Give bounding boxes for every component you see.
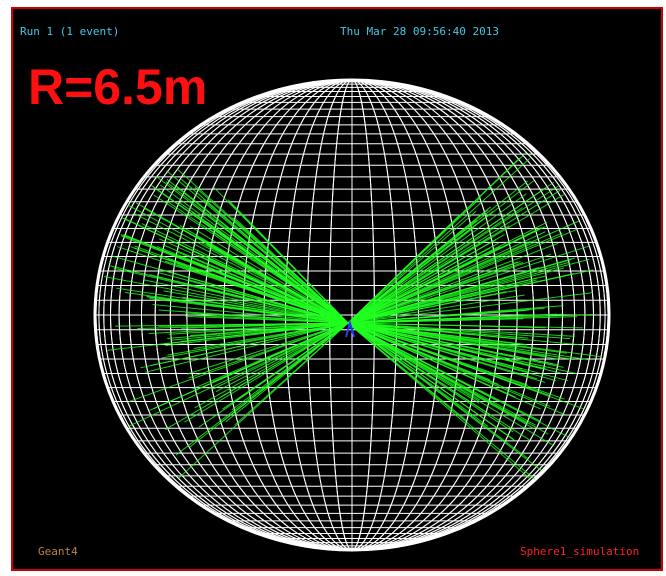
track — [347, 210, 477, 324]
track — [189, 322, 349, 337]
track — [222, 322, 349, 410]
track — [347, 322, 514, 433]
track — [347, 322, 515, 339]
track — [347, 247, 491, 324]
track — [140, 322, 349, 369]
track — [159, 268, 349, 324]
track — [347, 322, 542, 422]
track — [166, 170, 349, 324]
run-label: Run 1 (1 event) — [20, 25, 119, 38]
track — [153, 194, 349, 324]
track — [347, 322, 535, 430]
track — [185, 315, 349, 324]
track — [215, 322, 349, 393]
track — [347, 181, 555, 324]
track — [212, 322, 349, 383]
radius-annotation: R=6.5m — [28, 59, 207, 115]
track — [347, 322, 467, 421]
track — [347, 322, 546, 357]
track — [130, 246, 349, 324]
track — [347, 246, 501, 324]
track — [347, 322, 566, 416]
track — [347, 322, 602, 358]
track — [347, 322, 529, 373]
track — [128, 322, 349, 403]
track — [347, 322, 546, 383]
sphere-wireframe — [93, 78, 611, 552]
track — [347, 194, 565, 324]
track — [104, 276, 349, 324]
track — [158, 309, 349, 324]
track — [159, 184, 349, 324]
track — [124, 292, 349, 324]
track — [194, 322, 349, 409]
track — [184, 322, 349, 423]
track — [347, 242, 559, 324]
track — [347, 307, 545, 324]
track — [174, 225, 349, 324]
track — [347, 322, 564, 368]
track — [347, 322, 480, 404]
track — [219, 322, 349, 425]
track — [347, 219, 478, 324]
track — [347, 228, 579, 324]
track — [347, 322, 583, 329]
app-label: Geant4 — [38, 545, 78, 558]
track — [347, 239, 497, 324]
track — [347, 322, 585, 410]
track — [219, 322, 349, 398]
track — [347, 294, 525, 324]
track — [347, 258, 572, 324]
track — [192, 260, 349, 324]
track — [347, 322, 515, 441]
track — [144, 279, 349, 324]
track — [347, 322, 489, 427]
track — [347, 322, 543, 369]
track — [347, 261, 524, 324]
track — [148, 322, 349, 334]
track — [347, 184, 561, 324]
track — [234, 322, 349, 426]
track — [347, 158, 531, 324]
track — [347, 231, 546, 324]
track — [347, 275, 546, 324]
track — [211, 322, 349, 391]
track — [232, 217, 349, 324]
track — [158, 322, 349, 327]
track — [231, 322, 349, 411]
track — [347, 193, 527, 324]
track — [128, 322, 349, 427]
track — [165, 322, 349, 347]
track — [347, 322, 571, 340]
track — [141, 223, 349, 324]
track — [347, 189, 561, 324]
vertex-marker — [345, 319, 355, 338]
simulation-label: Sphere1_simulation — [520, 545, 639, 558]
track — [165, 181, 349, 324]
date-label: Thu Mar 28 09:56:40 2013 — [340, 25, 499, 38]
track — [347, 220, 580, 324]
track — [134, 213, 349, 324]
track — [347, 292, 593, 324]
track — [176, 251, 349, 324]
track — [158, 272, 349, 324]
track — [347, 289, 517, 324]
track — [347, 269, 594, 324]
track — [347, 157, 521, 324]
track — [347, 245, 590, 324]
track — [167, 322, 349, 356]
track — [190, 226, 349, 324]
track — [182, 296, 349, 324]
track — [347, 322, 590, 361]
track — [152, 304, 349, 324]
track — [347, 314, 532, 324]
track — [122, 217, 349, 324]
particle-tracks — [104, 152, 602, 480]
track — [228, 200, 349, 324]
track — [186, 322, 349, 375]
track — [145, 322, 349, 373]
